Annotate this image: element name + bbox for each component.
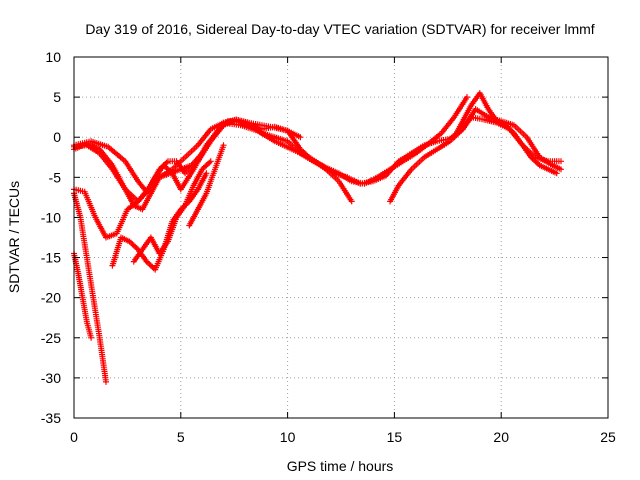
y-tick-label: 10 — [45, 49, 61, 65]
x-tick-label: 25 — [600, 429, 616, 445]
data-points — [186, 142, 227, 229]
y-tick-label: -25 — [41, 330, 61, 346]
y-tick-label: -35 — [41, 410, 61, 426]
x-tick-label: 20 — [493, 429, 509, 445]
axis-ticks: 0 5 10 15 20 25 10 5 0 -5 -10 -15 -20 -25 -30 -35 — [41, 49, 616, 445]
series-pass-9 — [186, 142, 227, 229]
y-tick-label: 0 — [53, 129, 61, 145]
x-tick-label: 0 — [70, 429, 78, 445]
y-tick-label: -5 — [49, 169, 62, 185]
x-tick-label: 10 — [280, 429, 296, 445]
x-tick-label: 15 — [387, 429, 403, 445]
data-points — [451, 90, 560, 177]
y-tick-label: -15 — [41, 250, 61, 266]
series-pass-10 — [387, 106, 564, 205]
plot-frame — [73, 56, 609, 419]
y-tick-label: -30 — [41, 370, 61, 386]
y-tick-label: -20 — [41, 290, 61, 306]
x-tick-label: 5 — [177, 429, 185, 445]
series-pass-8 — [130, 158, 214, 265]
x-axis-label: GPS time / hours — [287, 458, 394, 474]
series-pass-11 — [451, 90, 560, 177]
data-points — [387, 106, 564, 205]
y-tick-label: -10 — [41, 209, 61, 225]
y-tick-label: 5 — [53, 89, 61, 105]
chart-title: Day 319 of 2016, Sidereal Day-to-day VTE… — [85, 21, 594, 37]
data-points — [130, 158, 214, 265]
y-axis-label: SDTVAR / TECUs — [6, 181, 22, 293]
